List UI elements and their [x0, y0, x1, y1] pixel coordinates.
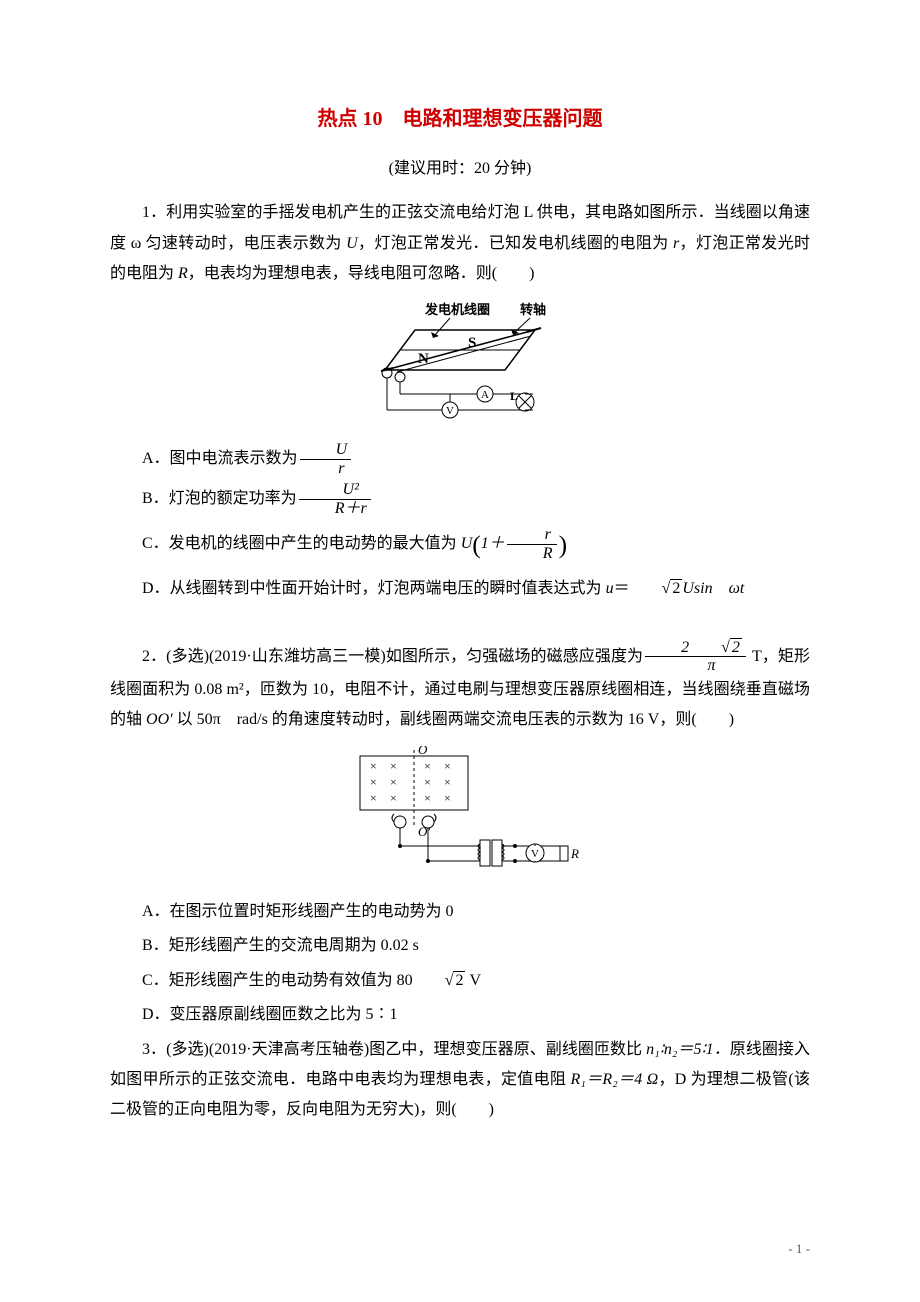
sqrt-icon: 2	[630, 574, 683, 604]
svg-text:A: A	[481, 389, 489, 401]
svg-text:R: R	[570, 846, 579, 861]
q1-option-d: D．从线圈转到中性面开始计时，灯泡两端电压的瞬时值表达式为 u＝2Usin ωt	[110, 574, 810, 604]
q1-var-R: R	[178, 265, 188, 282]
q3-stem-text1: 3．(多选)(2019·天津高考压轴卷)图乙中，理想变压器原、副线圈匝数比	[142, 1041, 646, 1058]
page-title: 热点 10 电路和理想变压器问题	[110, 100, 810, 138]
svg-text:×: ×	[444, 759, 451, 773]
q1-d-tail: Usin ωt	[682, 580, 744, 597]
q1-var-U: U	[346, 235, 358, 252]
q1-stem: 1．利用实验室的手摇发电机产生的正弦交流电给灯泡 L 供电，其电路如图所示．当线…	[110, 198, 810, 289]
svg-text:×: ×	[444, 791, 451, 805]
svg-text:转轴: 转轴	[520, 302, 546, 317]
q1-b-pre: B．灯泡的额定功率为	[142, 490, 297, 507]
q1-c-frac: rR	[507, 526, 557, 562]
q1-d-eq: ＝	[614, 580, 630, 597]
svg-text:×: ×	[424, 791, 431, 805]
q3-ratio: n₁∶n₂＝5∶1．	[646, 1041, 730, 1058]
q2-option-d: D．变压器原副线圈匝数之比为 5∶1	[110, 1000, 810, 1030]
q1-option-c: C．发电机的线圈中产生的电动势的最大值为 U(1＋rR)	[110, 521, 810, 570]
svg-text:×: ×	[390, 791, 397, 805]
subtitle: (建议用时：20 分钟)	[110, 154, 810, 184]
q2-option-b: B．矩形线圈产生的交流电周期为 0.02 s	[110, 931, 810, 961]
svg-text:V: V	[446, 405, 454, 417]
svg-text:×: ×	[370, 791, 377, 805]
q2-option-a: A．在图示位置时矩形线圈产生的电动势为 0	[110, 897, 810, 927]
svg-text:×: ×	[370, 775, 377, 789]
rparen-icon: )	[559, 530, 568, 559]
q1-d-u: u	[606, 580, 614, 597]
q1-a-pre: A．图中电流表示数为	[142, 450, 298, 467]
q1-c-U: U	[461, 535, 473, 552]
svg-text:×: ×	[390, 759, 397, 773]
q2-frac: 22π	[645, 639, 746, 675]
q2-c-pre: C．矩形线圈产生的电动势有效值为 80	[142, 972, 413, 989]
svg-text:×: ×	[444, 775, 451, 789]
q1-stem-text2: ，灯泡正常发光．已知发电机线圈的电阻为	[358, 235, 673, 252]
svg-text:×: ×	[424, 759, 431, 773]
svg-text:V: V	[531, 848, 539, 860]
figure-1: 发电机线圈 转轴 N S A V	[110, 300, 810, 431]
q2-stem-text3: 以 50π rad/s 的角速度转动时，副线圈两端交流电压表的示数为 16 V，…	[173, 711, 734, 728]
svg-text:×: ×	[390, 775, 397, 789]
q1-option-b: B．灯泡的额定功率为U²R＋r	[110, 481, 810, 517]
svg-text:发电机线圈: 发电机线圈	[424, 302, 490, 317]
svg-text:×: ×	[424, 775, 431, 789]
svg-text:N: N	[418, 351, 429, 367]
sqrt-icon: 2	[413, 966, 466, 996]
figure-2: O O′ ×××× ×××× ×××× V	[110, 746, 810, 887]
q1-stem-text4: ，电表均为理想电表，导线电阻可忽略．则( )	[188, 265, 535, 282]
page-number: - 1 -	[788, 1237, 810, 1262]
q2-axis: OO′	[146, 711, 173, 728]
q2-option-c: C．矩形线圈产生的电动势有效值为 802 V	[110, 966, 810, 996]
q3-stem: 3．(多选)(2019·天津高考压轴卷)图乙中，理想变压器原、副线圈匝数比 n₁…	[110, 1035, 810, 1126]
svg-text:×: ×	[370, 759, 377, 773]
svg-text:L: L	[510, 389, 518, 403]
svg-text:S: S	[468, 335, 476, 351]
q1-option-a: A．图中电流表示数为Ur	[110, 441, 810, 477]
q1-c-pre: C．发电机的线圈中产生的电动势的最大值为	[142, 535, 461, 552]
q2-stem: 2．(多选)(2019·山东潍坊高三一模)如图所示，匀强磁场的磁感应强度为22π…	[110, 639, 810, 736]
svg-text:O: O	[418, 746, 428, 757]
q2-stem-text1: 2．(多选)(2019·山东潍坊高三一模)如图所示，匀强磁场的磁感应强度为	[142, 648, 643, 665]
q1-d-pre: D．从线圈转到中性面开始计时，灯泡两端电压的瞬时值表达式为	[142, 580, 606, 597]
lparen-icon: (	[472, 530, 481, 559]
q1-a-frac: Ur	[300, 441, 352, 477]
q2-c-tail: V	[465, 972, 481, 989]
q1-b-frac: U²R＋r	[299, 481, 371, 517]
q3-res: R₁＝R₂＝4 Ω	[570, 1071, 658, 1088]
q1-c-1: 1＋	[481, 535, 505, 552]
